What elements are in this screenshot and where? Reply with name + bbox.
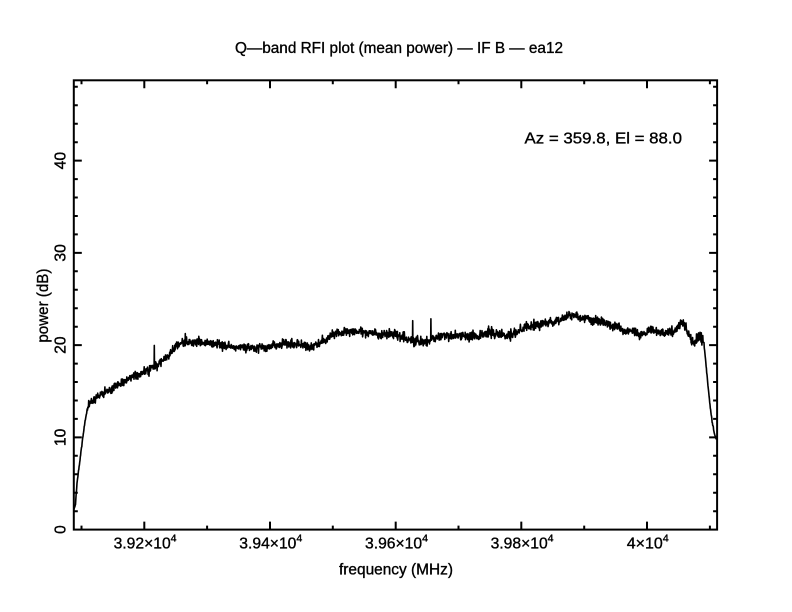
svg-text:4×104: 4×104 (627, 532, 669, 552)
svg-text:10: 10 (53, 428, 70, 446)
svg-text:3.94×104: 3.94×104 (239, 532, 302, 552)
svg-text:20: 20 (53, 336, 70, 354)
svg-text:3.92×104: 3.92×104 (114, 532, 177, 552)
svg-text:0: 0 (53, 525, 70, 534)
svg-text:3.96×104: 3.96×104 (365, 532, 428, 552)
svg-text:40: 40 (53, 151, 70, 169)
svg-text:30: 30 (53, 244, 70, 262)
svg-text:Az = 359.8, El = 88.0: Az = 359.8, El = 88.0 (525, 131, 683, 148)
svg-text:frequency (MHz): frequency (MHz) (339, 561, 453, 578)
svg-text:3.98×104: 3.98×104 (491, 532, 554, 552)
svg-text:power (dB): power (dB) (35, 269, 52, 343)
svg-text:Q—band RFI plot (mean power) —: Q—band RFI plot (mean power) — IF B — ea… (235, 40, 563, 57)
